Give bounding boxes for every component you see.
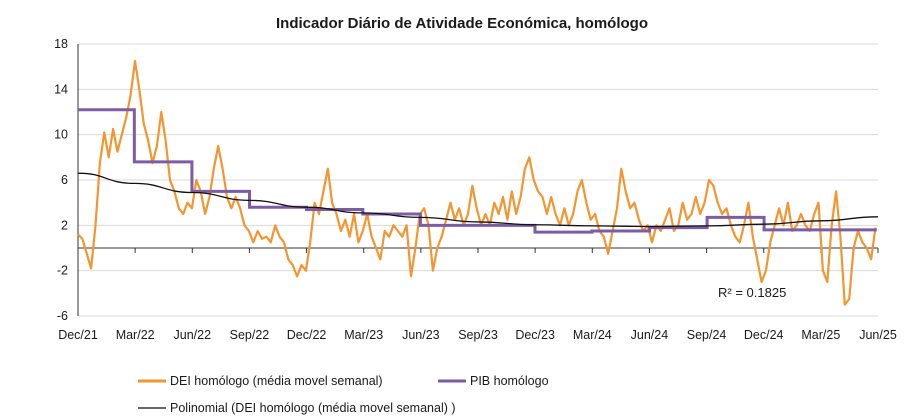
x-tick-label: Dec/23 (515, 328, 555, 342)
legend-item-dei: DEI homólogo (média movel semanal) (138, 374, 383, 388)
legend-item-pib: PIB homólogo (438, 374, 549, 388)
x-tick-label: Sep/24 (687, 328, 727, 342)
series-layer (77, 59, 879, 306)
y-tick-label: 2 (61, 218, 68, 232)
y-tick-label: 10 (54, 128, 68, 142)
legend-label: PIB homólogo (470, 374, 549, 388)
x-tick-label: Mar/23 (344, 328, 383, 342)
y-tick-label: 18 (54, 37, 68, 51)
y-tick-label: 6 (61, 173, 68, 187)
x-tick-label: Jun/22 (174, 328, 212, 342)
legend: DEI homólogo (média movel semanal) PIB ho… (138, 374, 549, 415)
series-line-pib (78, 108, 877, 234)
x-tick-label: Dec/21 (58, 328, 98, 342)
r-squared-annotation: R² = 0.1825 (718, 285, 786, 300)
legend-label: Polinomial (DEI homólogo (média movel se… (170, 401, 456, 415)
x-tick-label: Mar/22 (116, 328, 155, 342)
x-tick-label: Jun/24 (631, 328, 669, 342)
x-tick-label: Dec/22 (287, 328, 327, 342)
y-tick-label: -6 (57, 309, 68, 323)
series-line-trend (77, 172, 879, 228)
y-tick-label: 14 (54, 82, 68, 96)
gridlines (78, 43, 878, 317)
x-tick-label: Jun/25 (859, 328, 897, 342)
x-tick-label: Mar/24 (573, 328, 612, 342)
x-tick-label: Dec/24 (744, 328, 784, 342)
x-tick-label: Jun/23 (402, 328, 440, 342)
series-line-dei (77, 59, 877, 306)
legend-item-trend: Polinomial (DEI homólogo (média movel se… (138, 401, 456, 415)
chart-title: Indicador Diário de Atividade Económica,… (276, 15, 648, 32)
x-tick-label: Sep/22 (230, 328, 270, 342)
x-tick-label: Sep/23 (458, 328, 498, 342)
y-tick-label: -2 (57, 264, 68, 278)
legend-label: DEI homólogo (média movel semanal) (170, 374, 383, 388)
axes: 18 14 10 6 2 -2 -6 Dec/21 Mar/22 Jun/22 Sep/22 Dec/… (54, 37, 897, 342)
x-tick-label: Mar/25 (801, 328, 840, 342)
